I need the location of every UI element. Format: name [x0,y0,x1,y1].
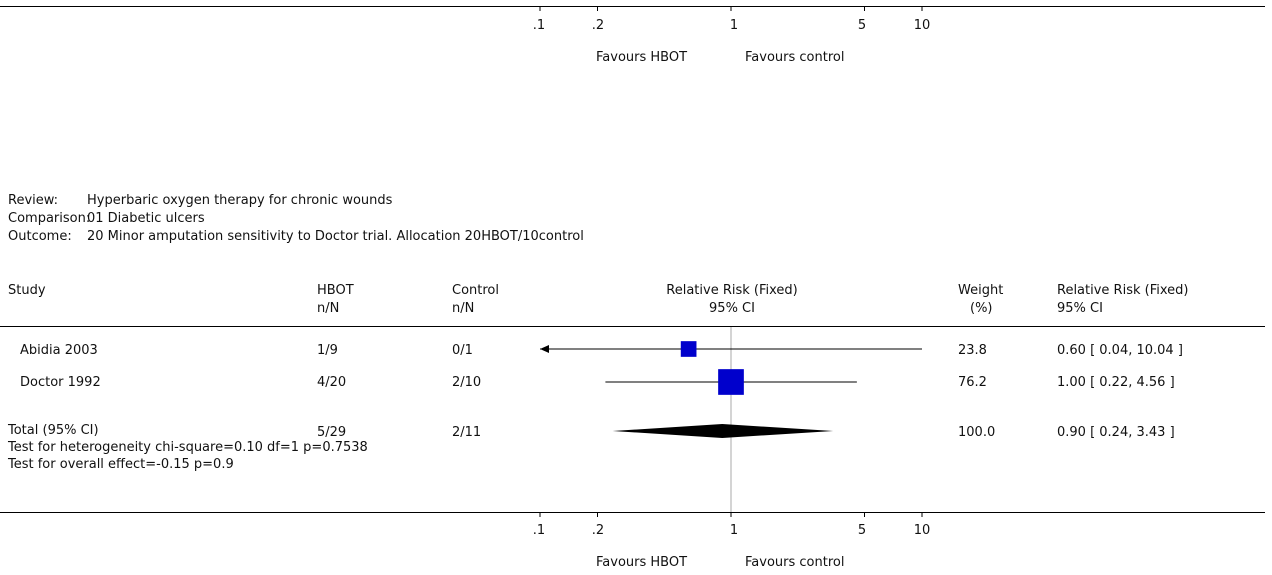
col-weight-sub: (%) [970,301,993,316]
heterogeneity-test: Test for heterogeneity chi-square=0.10 d… [8,440,368,455]
review-label: Review: [8,193,59,208]
row-control: 2/10 [452,375,482,390]
top-divider [0,6,1265,7]
ci-truncation-arrow [540,345,549,353]
col-hbot-sub: n/N [317,301,340,316]
top-tick-label: .2 [591,18,605,33]
header-divider [0,326,1265,327]
review-value: Hyperbaric oxygen therapy for chronic wo… [87,193,393,208]
bottom-tick-label: .2 [591,523,605,538]
row-hbot: 1/9 [317,343,338,358]
total-control: 2/11 [452,425,482,440]
bottom-favours-left: Favours HBOT [596,555,688,570]
total-hbot: 5/29 [317,425,347,440]
bottom-favours-right: Favours control [745,555,845,570]
col-rr2: Relative Risk (Fixed) [1057,283,1189,298]
col-control: Control [452,283,499,298]
outcome-label: Outcome: [8,229,72,244]
col-study: Study [8,283,46,298]
study-marker [718,369,744,395]
row-weight: 76.2 [958,375,987,390]
footer-divider [0,512,1265,513]
top-favours-left: Favours HBOT [596,50,688,65]
col-hbot: HBOT [317,283,354,298]
overall-effect-test: Test for overall effect=-0.15 p=0.9 [8,457,234,472]
outcome-value: 20 Minor amputation sensitivity to Docto… [87,229,584,244]
col-control-sub: n/N [452,301,475,316]
comparison-label: Comparison: [8,211,91,226]
row-hbot: 4/20 [317,375,347,390]
col-rr-sub: 95% CI [709,301,755,316]
col-rr: Relative Risk (Fixed) [666,283,798,298]
top-tick-label: 10 [913,18,931,33]
bottom-tick-label: 5 [857,523,867,538]
row-control: 0/1 [452,343,473,358]
top-tick-label: .1 [532,18,546,33]
top-tick-label: 5 [857,18,867,33]
row-ci: 0.60 [ 0.04, 10.04 ] [1057,343,1183,358]
col-weight: Weight [958,283,1004,298]
total-ci: 0.90 [ 0.24, 3.43 ] [1057,425,1175,440]
comparison-value: 01 Diabetic ulcers [87,211,205,226]
bottom-tick-label: 1 [729,523,739,538]
total-label: Total (95% CI) [8,423,99,438]
row-weight: 23.8 [958,343,987,358]
top-favours-right: Favours control [745,50,845,65]
row-study: Abidia 2003 [20,343,98,358]
study-marker [680,341,697,357]
bottom-tick-label: 10 [913,523,931,538]
top-tick-label: 1 [729,18,739,33]
total-weight: 100.0 [958,425,996,440]
pooled-diamond [612,424,834,438]
col-rr2-sub: 95% CI [1057,301,1103,316]
bottom-tick-label: .1 [532,523,546,538]
row-ci: 1.00 [ 0.22, 4.56 ] [1057,375,1175,390]
row-study: Doctor 1992 [20,375,101,390]
